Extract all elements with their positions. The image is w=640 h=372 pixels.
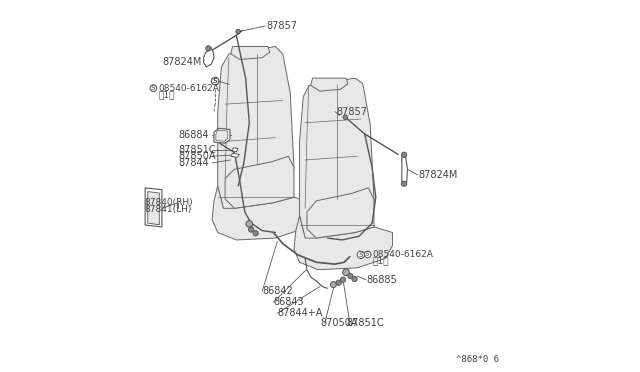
Text: 08540-6162A: 08540-6162A <box>372 250 433 259</box>
Polygon shape <box>294 216 392 270</box>
Polygon shape <box>232 148 238 152</box>
Circle shape <box>342 269 349 276</box>
Polygon shape <box>145 188 162 227</box>
Polygon shape <box>402 153 408 185</box>
Circle shape <box>348 273 353 279</box>
Circle shape <box>248 227 254 232</box>
Text: 87844+A: 87844+A <box>277 308 323 318</box>
Text: 87850A: 87850A <box>179 151 216 161</box>
Text: S: S <box>358 252 363 258</box>
Polygon shape <box>231 46 270 60</box>
Circle shape <box>340 277 346 282</box>
Text: 87824M: 87824M <box>162 58 201 67</box>
Circle shape <box>357 251 365 259</box>
Circle shape <box>401 181 406 186</box>
Text: 87844: 87844 <box>179 158 209 168</box>
Circle shape <box>211 77 219 85</box>
Polygon shape <box>204 48 214 67</box>
Polygon shape <box>300 78 374 247</box>
Circle shape <box>246 221 253 227</box>
Polygon shape <box>307 188 374 238</box>
Polygon shape <box>214 128 230 143</box>
Text: S: S <box>151 85 156 91</box>
Circle shape <box>253 231 259 236</box>
Polygon shape <box>310 78 348 91</box>
Text: 86843: 86843 <box>273 297 304 307</box>
Text: 87824M: 87824M <box>419 170 458 180</box>
Circle shape <box>206 46 211 51</box>
Text: S: S <box>213 78 218 84</box>
Circle shape <box>364 251 371 258</box>
Circle shape <box>211 77 219 85</box>
Text: 87841(LH): 87841(LH) <box>145 205 192 214</box>
Text: 87851C: 87851C <box>346 318 383 328</box>
Text: ^868*0 6: ^868*0 6 <box>456 355 499 364</box>
Polygon shape <box>218 46 294 219</box>
Text: 86884: 86884 <box>179 130 209 140</box>
Text: 87840(RH): 87840(RH) <box>145 198 193 207</box>
Circle shape <box>401 152 406 157</box>
Text: 87857: 87857 <box>266 21 297 31</box>
Text: （1）: （1） <box>158 90 175 99</box>
Text: （1）: （1） <box>372 257 388 266</box>
Text: 87050A: 87050A <box>320 318 358 328</box>
Circle shape <box>236 29 241 34</box>
Polygon shape <box>148 192 159 225</box>
Circle shape <box>352 276 357 282</box>
Text: S: S <box>213 78 218 84</box>
Text: 87851C: 87851C <box>179 145 216 154</box>
Text: 86842: 86842 <box>262 286 293 296</box>
Polygon shape <box>216 130 228 141</box>
Text: 08540-6162A: 08540-6162A <box>158 84 219 93</box>
Text: 86885: 86885 <box>367 275 397 285</box>
Circle shape <box>343 115 348 119</box>
Circle shape <box>330 282 337 288</box>
Text: S: S <box>365 251 370 257</box>
Text: 87857: 87857 <box>337 107 368 116</box>
Polygon shape <box>212 186 312 240</box>
Polygon shape <box>225 156 294 208</box>
Polygon shape <box>231 153 239 157</box>
Circle shape <box>150 85 157 92</box>
Circle shape <box>336 280 341 285</box>
